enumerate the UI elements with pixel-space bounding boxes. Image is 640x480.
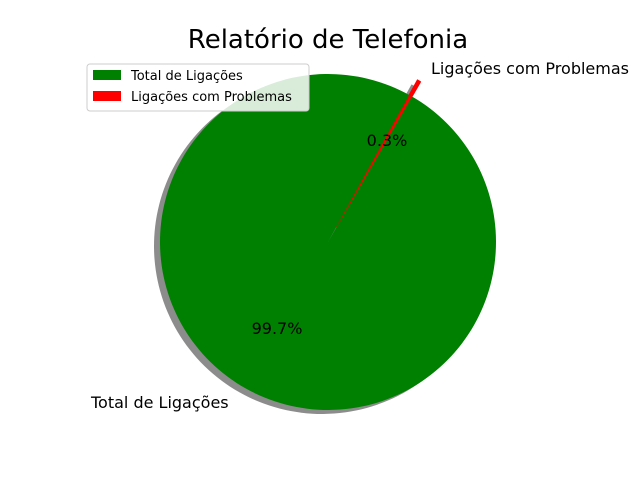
- pct-label-problems: 0.3%: [367, 131, 408, 150]
- legend-label-problems: Ligações com Problemas: [131, 90, 292, 105]
- pie-slices: [159, 73, 496, 410]
- legend-frame: [86, 63, 310, 112]
- chart-title: Relatório de Telefonia: [188, 25, 468, 55]
- slice-label-problems: Ligações com Problemas: [431, 59, 629, 78]
- pie-slice-problems: [335, 79, 422, 228]
- legend-swatch-total: [93, 70, 121, 80]
- legend: Total de Ligações Ligações com Problemas: [86, 63, 310, 112]
- slice-label-total: Total de Ligações: [90, 393, 229, 412]
- legend-label-total: Total de Ligações: [130, 69, 243, 84]
- legend-swatch-problems: [93, 91, 121, 101]
- pct-label-total: 99.7%: [252, 319, 303, 338]
- pie-slice-total: [159, 73, 496, 410]
